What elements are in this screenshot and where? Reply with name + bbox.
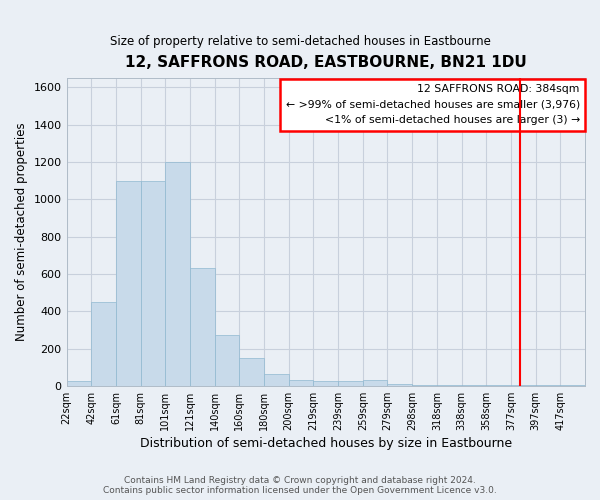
Bar [511,385,536,386]
Bar [486,385,511,386]
Text: Size of property relative to semi-detached houses in Eastbourne: Size of property relative to semi-detach… [110,35,490,48]
Bar [239,358,264,386]
Bar [560,385,585,386]
Title: 12, SAFFRONS ROAD, EASTBOURNE, BN21 1DU: 12, SAFFRONS ROAD, EASTBOURNE, BN21 1DU [125,55,527,70]
Bar [165,162,190,386]
Y-axis label: Number of semi-detached properties: Number of semi-detached properties [15,122,28,342]
Bar [215,336,239,386]
Bar [388,384,412,386]
Bar [67,381,91,386]
Bar [140,180,165,386]
Text: Contains HM Land Registry data © Crown copyright and database right 2024.
Contai: Contains HM Land Registry data © Crown c… [103,476,497,495]
Bar [437,385,461,386]
Bar [264,374,289,386]
Bar [190,268,215,386]
Bar [536,385,560,386]
Bar [338,381,363,386]
Bar [116,180,140,386]
Bar [363,380,388,386]
Bar [289,380,313,386]
Bar [461,385,486,386]
X-axis label: Distribution of semi-detached houses by size in Eastbourne: Distribution of semi-detached houses by … [140,437,512,450]
Bar [313,381,338,386]
Bar [91,302,116,386]
Text: 12 SAFFRONS ROAD: 384sqm
← >99% of semi-detached houses are smaller (3,976)
<1% : 12 SAFFRONS ROAD: 384sqm ← >99% of semi-… [286,84,580,126]
Bar [412,385,437,386]
